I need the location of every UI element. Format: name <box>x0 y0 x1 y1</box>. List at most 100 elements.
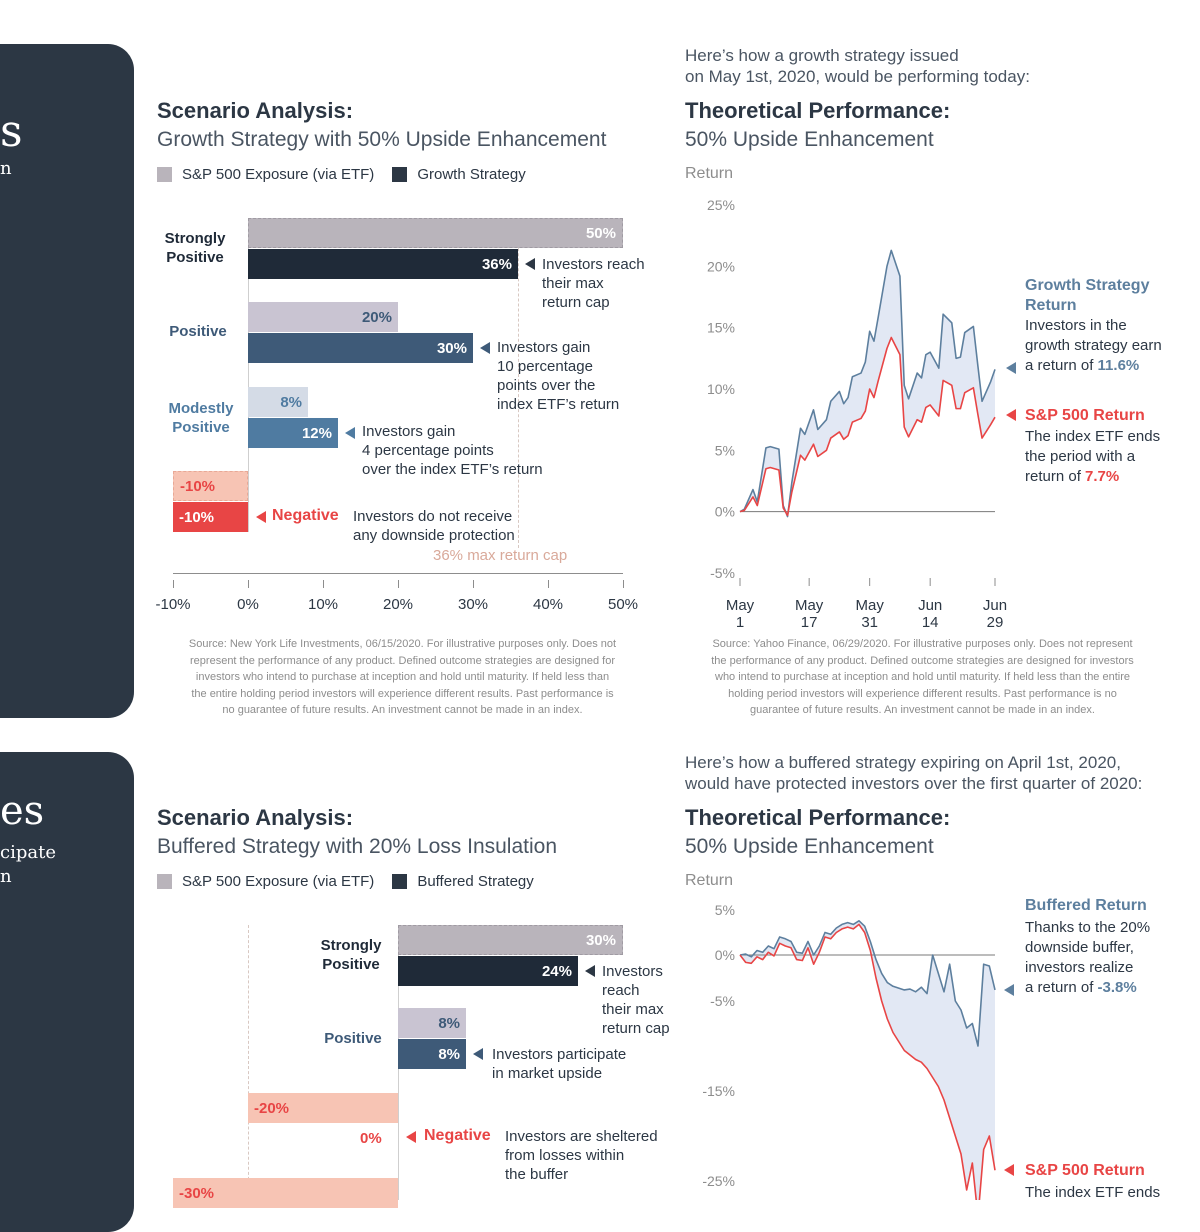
bar-sp500-negative-b: -20% <box>248 1093 398 1123</box>
x-tick-mark <box>173 580 174 588</box>
legend-label-buffered: Buffered Strategy <box>417 873 534 890</box>
x-tick-label: May 1 <box>726 597 755 630</box>
panel-heading-fragment: s <box>0 106 23 157</box>
performance-title-top: Theoretical Performance: <box>685 98 951 123</box>
pointer-buffered-return <box>1004 984 1014 996</box>
x-tick-day: 29 <box>987 614 1004 630</box>
note-negative-b: Investors are sheltered from losses with… <box>505 1128 658 1183</box>
legend-label-sp500: S&P 500 Exposure (via ETF) <box>182 166 375 183</box>
x-tick-label: 50% <box>607 596 639 613</box>
sp500-return-title: S&P 500 Return <box>1025 407 1145 424</box>
pointer-strongly-positive <box>525 258 535 270</box>
x-tick-label: Jun 14 <box>918 597 942 630</box>
x-tick-label: May 31 <box>855 597 884 630</box>
sp500-return-body: The index ETF ends the period with a ret… <box>1025 428 1161 485</box>
x-tick-month: Jun <box>918 597 942 614</box>
pointer-strongly-positive-b <box>585 965 595 977</box>
panel-text-fragment: n <box>0 158 12 179</box>
sp500-line <box>739 923 996 1200</box>
pointer-sp500-return-b <box>1004 1164 1014 1176</box>
sp500-return-title-b: S&P 500 Return <box>1025 1162 1145 1179</box>
cap-line <box>518 218 519 548</box>
legend-swatch-growth <box>392 167 408 182</box>
bar-buffered-strongly-positive: 24% <box>398 956 578 986</box>
bar-sp500-negative: -10% <box>173 471 248 501</box>
pointer-sp500-return <box>1006 409 1016 421</box>
x-tick-mark <box>248 580 249 588</box>
bar-growth-strongly-positive: 36% <box>248 249 518 279</box>
sp500-return-text-b: The index ETF ends <box>1025 1184 1161 1201</box>
performance-subtitle-top: 50% Upside Enhancement <box>685 128 934 151</box>
intro-bottom-right: Here’s how a buffered strategy expiring … <box>685 753 1143 793</box>
panel-text-fragment: cipate <box>0 842 56 863</box>
y-tick-label: 25% <box>707 197 735 213</box>
y-tick-label: 15% <box>707 320 735 336</box>
y-tick-label: -25% <box>702 1173 735 1189</box>
legend-bottom: S&P 500 Exposure (via ETF) Buffered Stra… <box>157 873 534 890</box>
x-tick-day: 17 <box>801 614 818 630</box>
legend-swatch-buffered <box>392 874 408 889</box>
bar-sp500-modestly-positive: 8% <box>248 387 308 417</box>
buffered-strategy-line <box>739 919 996 1047</box>
y-tick-label: -15% <box>702 1083 735 1099</box>
buffered-return-text: Thanks to the 20% downside buffer, inves… <box>1025 918 1150 998</box>
legend-label-growth: Growth Strategy <box>417 166 526 183</box>
scenario-title-top: Scenario Analysis: <box>157 98 354 123</box>
bar-sp500-positive: 20% <box>248 302 398 332</box>
y-tick-label: 5% <box>715 902 735 918</box>
bar-buffered-positive: 8% <box>398 1039 466 1069</box>
pointer-negative <box>256 511 266 523</box>
buffer-dashed-line <box>248 925 249 1200</box>
bar-growth-modestly-positive: 12% <box>248 418 338 448</box>
y-tick-label: -5% <box>710 993 735 1009</box>
sp500-return-text: The index ETF ends the period with a ret… <box>1025 427 1160 487</box>
y-tick-label: 10% <box>707 381 735 397</box>
bar-sp500-positive-b: 8% <box>398 1008 466 1038</box>
scenario-title-bottom: Scenario Analysis: <box>157 805 354 830</box>
scenario-subtitle-bottom: Buffered Strategy with 20% Loss Insulati… <box>157 835 558 858</box>
performance-title-bottom: Theoretical Performance: <box>685 805 951 830</box>
side-panel-bottom: es cipate n <box>0 752 134 1232</box>
category-label-negative-b: Negative <box>424 1127 491 1144</box>
x-tick-mark <box>548 580 549 588</box>
panel-text-fragment: n <box>0 866 12 887</box>
x-tick-label: -10% <box>155 596 191 613</box>
x-tick-day: 1 <box>736 614 744 630</box>
bar-growth-negative: -10% <box>173 502 248 532</box>
growth-return-title: Growth Strategy Return <box>1025 277 1150 314</box>
bar-sp500-strongly-positive-b: 30% <box>398 925 623 955</box>
bar-sp500-extreme-negative: -30% <box>173 1178 398 1208</box>
x-tick-label: 10% <box>307 596 339 613</box>
note-positive: Investors gain 10 percentage points over… <box>497 339 620 413</box>
sp500-return-value: 7.7% <box>1085 468 1120 485</box>
legend-swatch-sp500 <box>157 167 172 182</box>
legend-label-sp500: S&P 500 Exposure (via ETF) <box>182 873 375 890</box>
y-axis-label: Return <box>685 165 734 182</box>
buffered-chart-marks: -25% -15% -5% 0% 5% <box>702 902 996 1200</box>
side-panel-top: s n <box>0 44 134 718</box>
pointer-positive-b <box>473 1048 483 1060</box>
y-axis-label-bottom: Return <box>685 872 734 889</box>
buffered-line-chart: -25% -15% -5% 0% 5% <box>702 902 996 1200</box>
growth-return-value: 11.6% <box>1097 357 1140 374</box>
x-tick-label: 0% <box>237 596 259 613</box>
spread-fill <box>740 250 995 517</box>
y-tick-label: -5% <box>710 565 735 581</box>
note-strongly-positive: Investors reach their max return cap <box>542 256 645 311</box>
x-tick-mark <box>473 580 474 588</box>
note-strongly-positive-b: Investors reach their max return cap <box>602 963 670 1037</box>
category-label-modestly-positive: Modestly Positive <box>168 400 234 436</box>
x-tick-label: Jun 29 <box>983 597 1007 630</box>
performance-subtitle-bottom: 50% Upside Enhancement <box>685 835 934 858</box>
bar-sp500-strongly-positive: 50% <box>248 218 623 248</box>
x-axis-line <box>173 573 623 574</box>
source-note-top-left: Source: New York Life Investments, 06/15… <box>188 638 617 716</box>
x-tick-month: Jun <box>983 597 1007 614</box>
note-modestly-positive: Investors gain 4 percentage points over … <box>362 423 543 478</box>
sp500-line <box>739 336 996 517</box>
x-tick-day: 31 <box>861 614 878 630</box>
x-tick-month: May <box>726 597 755 614</box>
growth-return-body: Investors in the growth strategy earn a … <box>1025 317 1162 374</box>
legend-top: S&P 500 Exposure (via ETF) Growth Strate… <box>157 166 526 183</box>
